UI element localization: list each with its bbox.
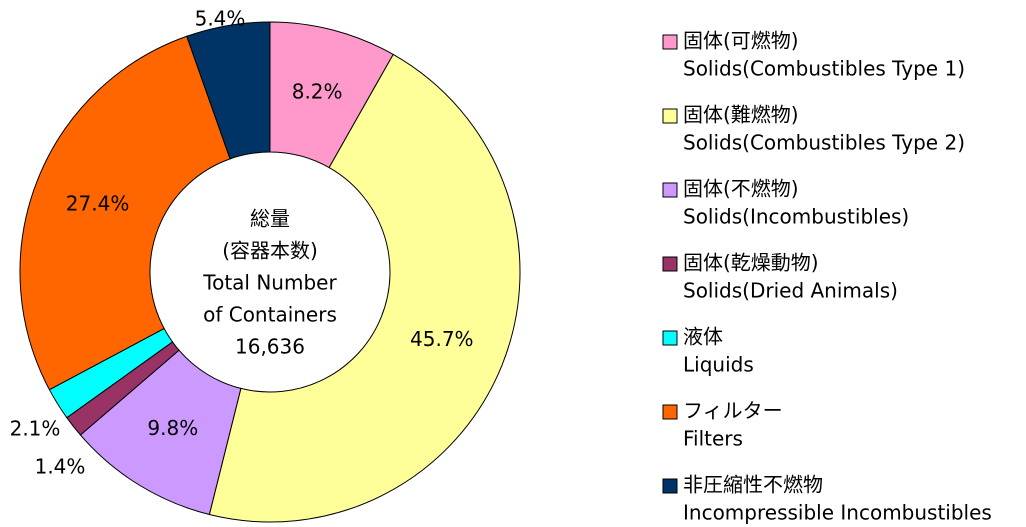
- donut-slice: [186, 21, 271, 160]
- legend-label: 固体(可燃物): [683, 29, 799, 53]
- donut-slice: [19, 35, 231, 391]
- legend-sublabel: Solids(Dried Animals): [683, 279, 898, 303]
- legend-sublabel: Solids(Combustibles Type 2): [683, 131, 965, 155]
- legend-swatch: [662, 330, 678, 346]
- legend-swatch: [662, 256, 678, 272]
- legend-sublabel: Liquids: [683, 353, 754, 377]
- legend-label: 固体(難燃物): [683, 103, 799, 127]
- center-text: 総量: [250, 207, 290, 231]
- legend-sublabel: Incompressible Incombustibles: [683, 501, 992, 525]
- center-text: of Containers: [203, 303, 337, 327]
- legend-swatch: [662, 182, 678, 198]
- legend-swatch: [662, 108, 678, 124]
- data-label: 1.4%: [35, 455, 86, 479]
- data-label: 2.1%: [10, 417, 61, 441]
- legend-label: 固体(乾燥動物): [683, 251, 819, 275]
- legend-swatch: [662, 404, 678, 420]
- legend-label: フィルター: [683, 399, 783, 423]
- data-label: 45.7%: [410, 327, 474, 351]
- center-text: 16,636: [235, 335, 305, 359]
- data-label: 27.4%: [66, 191, 130, 215]
- legend-label: 液体: [683, 325, 723, 349]
- center-text: (容器本数): [222, 239, 318, 263]
- data-label: 5.4%: [195, 7, 246, 31]
- legend-sublabel: Solids(Incombustibles): [683, 205, 909, 229]
- donut-slice: [208, 53, 521, 523]
- center-text: Total Number: [202, 271, 337, 295]
- legend-sublabel: Solids(Combustibles Type 1): [683, 57, 965, 81]
- data-label: 9.8%: [147, 416, 198, 440]
- legend-swatch: [662, 478, 678, 494]
- legend-sublabel: Filters: [683, 427, 743, 451]
- legend-label: 固体(不燃物): [683, 177, 799, 201]
- legend-swatch: [662, 34, 678, 50]
- data-label: 8.2%: [292, 80, 343, 104]
- legend-label: 非圧縮性不燃物: [683, 473, 823, 497]
